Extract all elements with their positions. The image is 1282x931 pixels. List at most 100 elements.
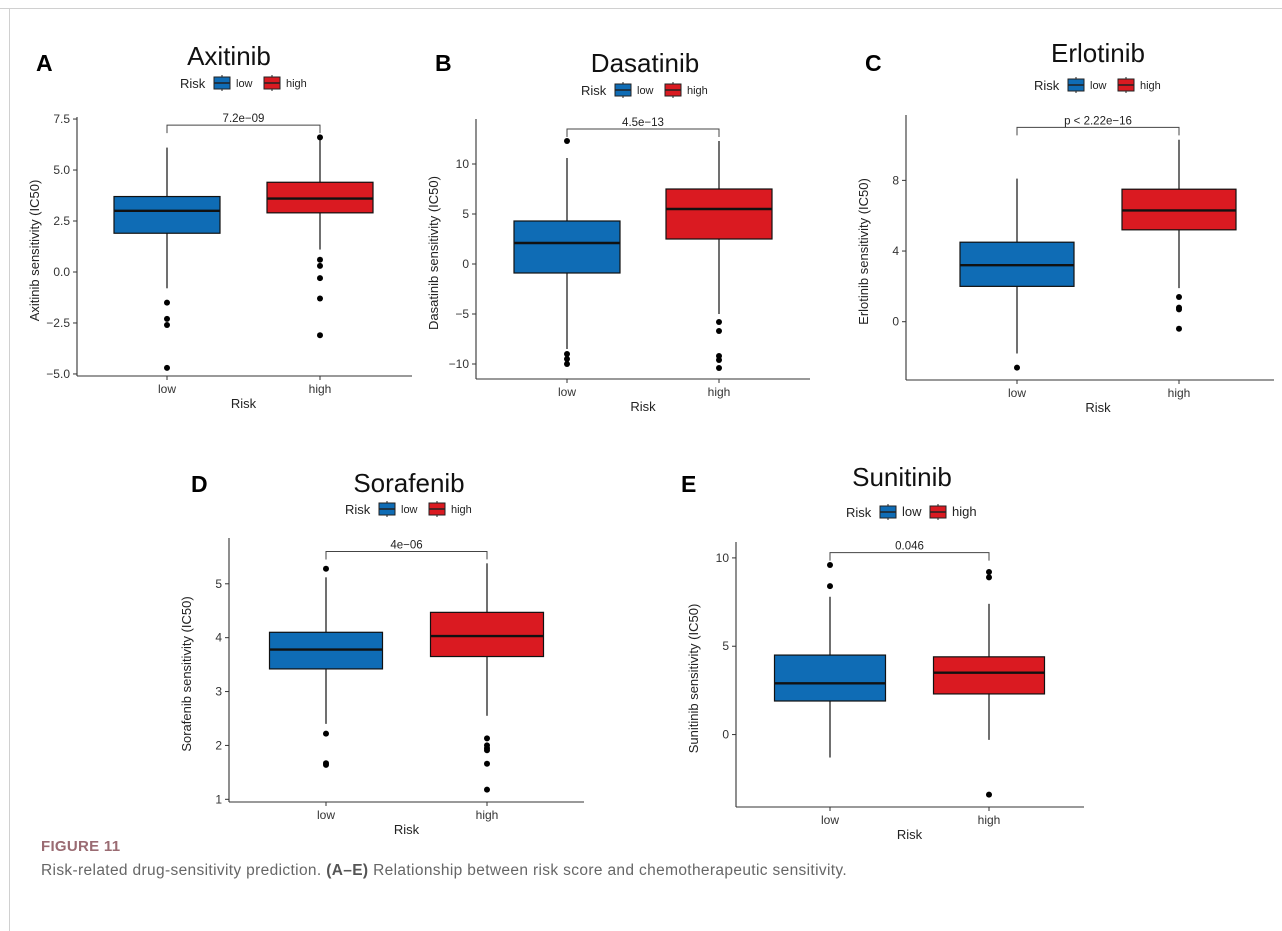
iqr-box [429,611,545,658]
outlier-point [716,365,722,371]
panel-a: A Axitinib Risk low high 7.5 5.0 2.5 0.0 −2.5 −5.… [0,0,430,420]
box-low [113,147,221,371]
box-high [665,141,773,371]
significance-bracket: 4.5e−13 [566,117,720,137]
figure-label: FIGURE 11 [41,838,121,855]
legend: Risk low high [1034,77,1161,93]
outlier-point [317,134,323,141]
panel-d: D Sorafenib Risk low high 5 4 3 2 1 low high Risk So… [0,440,640,840]
panel-c: C Erlotinib Risk low high 8 4 0 low high Risk Erlo… [0,0,1282,420]
x-axis-label: Risk [630,399,656,414]
p-value-label: 7.2e−09 [223,113,265,125]
legend-label-high: high [687,85,708,97]
y-tick-label: 3 [215,685,222,699]
chart-title: Dasatinib [591,48,699,78]
y-tick-label: 5 [722,639,729,653]
x-axis-label: Risk [394,822,420,837]
y-tick-label: 5 [215,577,222,591]
legend-label-high: high [451,504,472,516]
y-axis-label: Sunitinib sensitivity (IC50) [686,604,701,754]
y-tick-label: 0 [892,315,899,329]
x-tick-label-high: high [309,382,332,396]
outlier-point [164,299,170,306]
outlier-point [1176,306,1182,313]
bracket-line [325,550,488,560]
panel-letter: E [681,471,697,497]
p-value-label: 4e−06 [390,539,422,551]
legend-label-high: high [286,78,307,90]
y-tick-label: 5.0 [53,163,70,177]
outlier-point [323,565,329,572]
outlier-point [1014,364,1020,371]
outlier-point [564,351,570,357]
box-low [513,138,621,367]
legend-label-low: low [637,85,654,97]
outlier-point [1176,293,1182,300]
outlier-point [716,319,722,325]
y-tick-label: 0 [462,257,469,271]
legend: Risk low high [180,75,307,91]
bracket-line [166,124,321,134]
legend: Risk low high [581,82,708,98]
y-axis-label: Axitinib sensitivity (IC50) [27,180,42,322]
panel-e: E Sunitinib Risk low high 10 5 0 low high Risk Sun… [0,440,1282,842]
sorafenib-box-plot: Sorafenib Risk low high 5 4 3 2 1 low high Risk Sora… [179,468,584,837]
legend-swatch-low [1067,77,1085,93]
legend: Risk low high [345,501,472,517]
panel-letter: B [435,50,452,76]
x-tick-label-low: low [158,382,176,396]
legend-swatch-high [1117,77,1135,93]
x-axis-label: Risk [897,827,923,842]
panel-letter: D [191,471,208,497]
caption-text: Risk-related drug-sensitivity prediction… [41,862,1261,880]
legend-title: Risk [345,502,371,517]
legend-label-low: low [902,504,922,519]
outlier-point [986,791,992,798]
y-axis-label: Sorafenib sensitivity (IC50) [179,596,194,751]
panel-letter: C [865,50,882,76]
significance-bracket: p < 2.22e−16 [1016,115,1180,136]
outlier-point [484,760,490,767]
bracket-line [1016,126,1180,136]
x-tick-label-high: high [476,808,499,822]
box-low [773,561,887,758]
x-tick-label-low: low [558,385,576,399]
significance-bracket: 0.046 [829,541,990,561]
y-tick-label: 10 [456,157,470,171]
p-value-label: 0.046 [895,541,924,553]
outlier-point [484,735,490,742]
legend-swatch-high [929,504,947,520]
legend-swatch-low [614,82,632,98]
panel-letter: A [36,50,53,76]
significance-bracket: 4e−06 [325,539,488,560]
x-tick-label-low: low [821,813,839,827]
chart-title: Axitinib [187,41,271,71]
box-high [429,563,545,793]
outlier-point [164,364,170,371]
p-value-label: 4.5e−13 [622,117,664,129]
caption-rest: Relationship between risk score and chem… [373,862,848,879]
y-axis-label: Dasatinib sensitivity (IC50) [426,176,441,330]
outlier-point [564,361,570,367]
outlier-point [317,332,323,339]
y-tick-label: 4 [892,244,899,258]
iqr-box [773,654,887,702]
y-tick-label: 1 [215,792,222,806]
outlier-point [317,275,323,282]
outlier-point [317,295,323,302]
y-tick-label: 2 [215,738,222,752]
x-tick-label-low: low [317,808,335,822]
legend-label-low: low [401,504,418,516]
outlier-point [164,315,170,322]
outlier-point [986,574,992,581]
y-axis-label: Erlotinib sensitivity (IC50) [856,178,871,325]
outlier-point [827,561,833,568]
y-tick-label: 8 [892,173,899,187]
outlier-point [716,357,722,363]
y-tick-label: 10 [716,551,730,565]
y-tick-label: 0.0 [53,265,70,279]
box-high [932,569,1046,798]
x-tick-label-high: high [708,385,731,399]
caption-lead: Risk-related drug-sensitivity prediction… [41,862,322,879]
chart-title: Sunitinib [852,462,952,492]
